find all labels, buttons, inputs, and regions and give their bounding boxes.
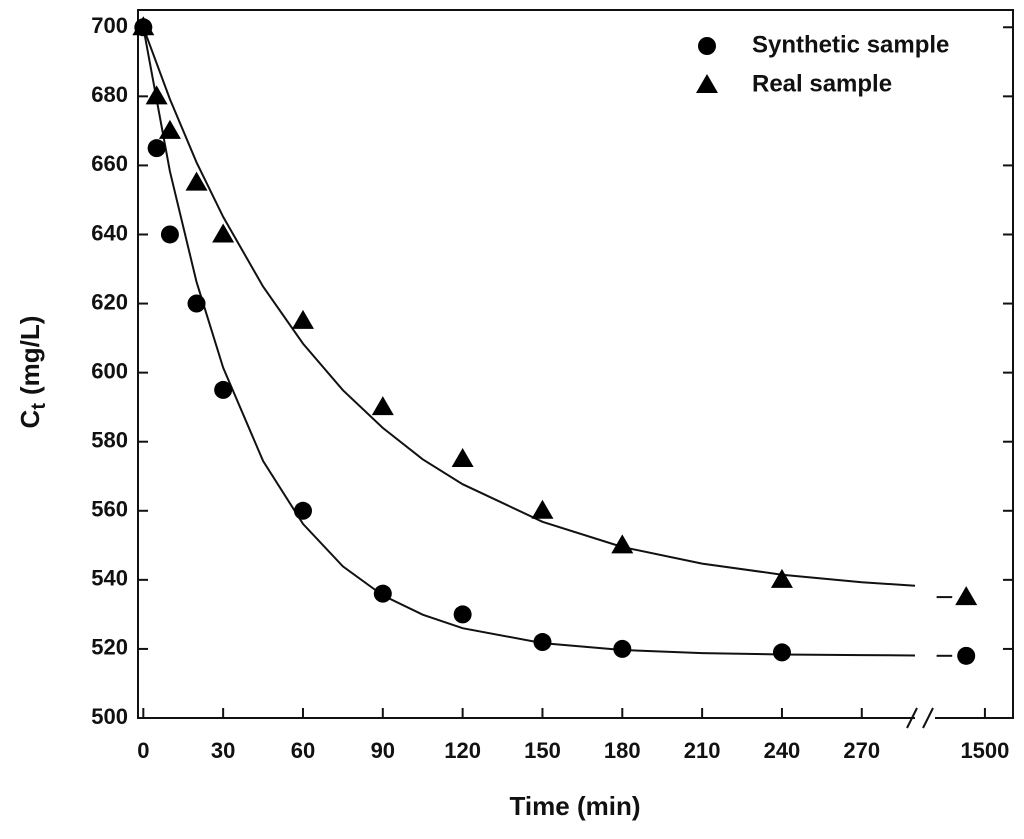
data-point bbox=[772, 643, 791, 662]
y-axis-title: Ct (mg/L) bbox=[15, 316, 50, 429]
x-tick-label: 90 bbox=[371, 738, 395, 763]
y-axis-title-main: C bbox=[15, 409, 45, 428]
x-tick-label: 210 bbox=[684, 738, 721, 763]
data-point bbox=[453, 605, 472, 624]
y-tick-label: 620 bbox=[91, 289, 128, 314]
plot-frame bbox=[137, 9, 1014, 719]
data-point bbox=[293, 501, 312, 520]
x-tick-label: 150 bbox=[524, 738, 561, 763]
fit-curve bbox=[142, 27, 916, 657]
y-tick-label: 500 bbox=[91, 704, 128, 729]
y-tick-label: 660 bbox=[91, 151, 128, 176]
y-tick-label: 700 bbox=[91, 13, 128, 38]
y-tick-label: 540 bbox=[91, 566, 128, 591]
data-point bbox=[291, 309, 314, 329]
data-point bbox=[955, 586, 978, 606]
data-point bbox=[185, 171, 208, 191]
x-axis-title: Time (min) bbox=[510, 791, 641, 821]
data-point bbox=[214, 380, 233, 399]
data-point bbox=[613, 639, 632, 658]
legend-marker bbox=[696, 74, 718, 93]
data-point bbox=[770, 568, 793, 588]
x-tick-label: 270 bbox=[843, 738, 880, 763]
legend-label: Synthetic sample bbox=[752, 31, 949, 58]
x-tick-label: 180 bbox=[604, 738, 641, 763]
legend-label: Real sample bbox=[752, 70, 892, 97]
y-tick-label: 680 bbox=[91, 82, 128, 107]
x-tick-label: 1500 bbox=[960, 738, 1009, 763]
y-axis-title-unit: (mg/L) bbox=[15, 316, 45, 395]
data-point bbox=[957, 646, 976, 665]
data-point bbox=[132, 16, 155, 36]
y-tick-label: 600 bbox=[91, 358, 128, 383]
fit-curve bbox=[142, 26, 916, 587]
x-tick-label: 240 bbox=[764, 738, 801, 763]
data-point bbox=[187, 294, 206, 313]
y-tick-label: 560 bbox=[91, 497, 128, 522]
y-tick-label: 640 bbox=[91, 220, 128, 245]
data-point bbox=[212, 223, 235, 243]
data-point bbox=[147, 139, 166, 158]
legend-marker bbox=[698, 37, 716, 55]
x-tick-label: 30 bbox=[211, 738, 235, 763]
data-point bbox=[371, 396, 394, 416]
data-point bbox=[611, 534, 634, 554]
x-tick-label: 120 bbox=[444, 738, 481, 763]
data-point bbox=[451, 447, 474, 467]
data-point bbox=[533, 633, 552, 652]
data-point bbox=[145, 85, 168, 105]
y-axis-title-sub: t bbox=[28, 403, 50, 410]
x-tick-label: 0 bbox=[137, 738, 149, 763]
y-tick-label: 580 bbox=[91, 428, 128, 453]
data-point bbox=[373, 584, 392, 603]
data-point bbox=[531, 499, 554, 519]
data-point bbox=[160, 225, 179, 244]
data-point bbox=[158, 119, 181, 139]
y-tick-label: 520 bbox=[91, 635, 128, 660]
axis-break bbox=[906, 707, 934, 729]
x-tick-label: 60 bbox=[291, 738, 315, 763]
